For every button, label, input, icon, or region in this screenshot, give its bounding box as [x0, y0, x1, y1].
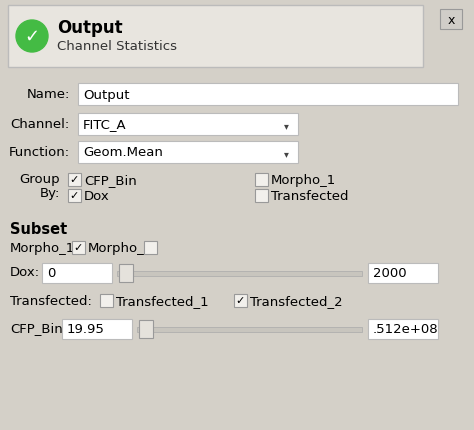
- Text: ▾: ▾: [283, 121, 289, 131]
- Text: Transfected:: Transfected:: [10, 295, 92, 308]
- Bar: [72, 241, 85, 255]
- Text: Channel:: Channel:: [11, 118, 70, 131]
- Text: Morpho_1: Morpho_1: [271, 174, 336, 187]
- Text: Function:: Function:: [9, 146, 70, 159]
- Text: Geom.Mean: Geom.Mean: [83, 146, 163, 159]
- Text: ✓: ✓: [25, 28, 39, 46]
- Text: Dox: Dox: [84, 190, 110, 203]
- Text: 2000: 2000: [373, 267, 407, 280]
- Text: ✓: ✓: [74, 243, 83, 253]
- Text: Name:: Name:: [27, 88, 70, 101]
- Text: ✓: ✓: [236, 296, 245, 306]
- Bar: [440, 10, 462, 30]
- Bar: [119, 264, 133, 283]
- Bar: [368, 264, 438, 283]
- Bar: [117, 271, 362, 276]
- Text: CFP_Bin:: CFP_Bin:: [10, 322, 67, 335]
- Bar: [368, 319, 438, 339]
- Bar: [137, 327, 362, 332]
- Text: Channel Statistics: Channel Statistics: [57, 40, 177, 53]
- Bar: [78, 84, 458, 106]
- Text: .512e+08: .512e+08: [373, 323, 438, 336]
- Text: 0: 0: [47, 267, 55, 280]
- Bar: [68, 190, 81, 203]
- Bar: [100, 294, 113, 307]
- Text: Output: Output: [57, 19, 123, 37]
- Text: Output: Output: [83, 88, 129, 101]
- Bar: [62, 319, 132, 339]
- Text: By:: By:: [40, 187, 60, 200]
- Bar: [68, 174, 81, 187]
- Text: FITC_A: FITC_A: [83, 118, 127, 131]
- Bar: [78, 141, 298, 164]
- Bar: [234, 294, 247, 307]
- Text: ▾: ▾: [283, 149, 289, 159]
- Text: CFP_Bin: CFP_Bin: [84, 174, 137, 187]
- Bar: [139, 320, 153, 338]
- Text: Subset: Subset: [10, 222, 67, 237]
- Bar: [42, 264, 112, 283]
- Text: Transfected: Transfected: [271, 190, 348, 203]
- Text: ✓: ✓: [70, 175, 79, 185]
- Text: x: x: [447, 13, 455, 26]
- Text: Group: Group: [19, 173, 60, 186]
- Text: Morpho_1+: Morpho_1+: [10, 242, 86, 255]
- Bar: [144, 241, 157, 255]
- Text: Transfected_2: Transfected_2: [250, 295, 343, 308]
- Bar: [8, 6, 423, 68]
- Bar: [78, 114, 298, 136]
- Circle shape: [16, 21, 48, 53]
- Text: ✓: ✓: [70, 191, 79, 201]
- Text: 19.95: 19.95: [67, 323, 105, 336]
- Text: Transfected_1: Transfected_1: [116, 295, 209, 308]
- Text: Dox:: Dox:: [10, 266, 40, 279]
- Text: Morpho_1-: Morpho_1-: [88, 242, 158, 255]
- Bar: [255, 190, 268, 203]
- Bar: [255, 174, 268, 187]
